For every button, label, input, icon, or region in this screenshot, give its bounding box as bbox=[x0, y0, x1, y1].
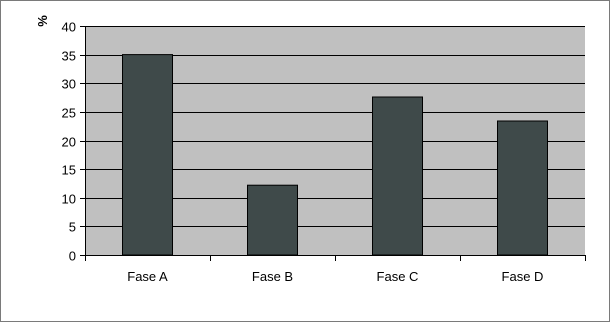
y-tick-labels: 0 5 10 15 20 25 30 35 40 bbox=[62, 20, 76, 264]
y-tick-label: 0 bbox=[69, 249, 76, 264]
y-tick-label: 40 bbox=[62, 20, 76, 35]
bars bbox=[122, 54, 548, 256]
y-tick-label: 5 bbox=[69, 220, 76, 235]
x-tick-label: Fase B bbox=[252, 269, 293, 284]
bar-fase-c bbox=[372, 96, 423, 256]
y-tick-label: 15 bbox=[62, 163, 76, 178]
axes bbox=[80, 26, 586, 261]
x-tick-label: Fase D bbox=[502, 269, 544, 284]
x-tick-label: Fase C bbox=[377, 269, 419, 284]
y-tick-label: 25 bbox=[62, 106, 76, 121]
x-tick-label: Fase A bbox=[127, 269, 168, 284]
y-tick-label: 20 bbox=[62, 135, 76, 150]
y-tick-label: 10 bbox=[62, 192, 76, 207]
bar-fase-d bbox=[497, 120, 548, 256]
bar-fase-a bbox=[122, 54, 173, 256]
x-tick-labels: Fase A Fase B Fase C Fase D bbox=[127, 269, 543, 284]
y-axis-title: % bbox=[35, 15, 50, 27]
y-tick-label: 35 bbox=[62, 49, 76, 64]
y-tick-label: 30 bbox=[62, 77, 76, 92]
bar-fase-b bbox=[247, 184, 298, 256]
